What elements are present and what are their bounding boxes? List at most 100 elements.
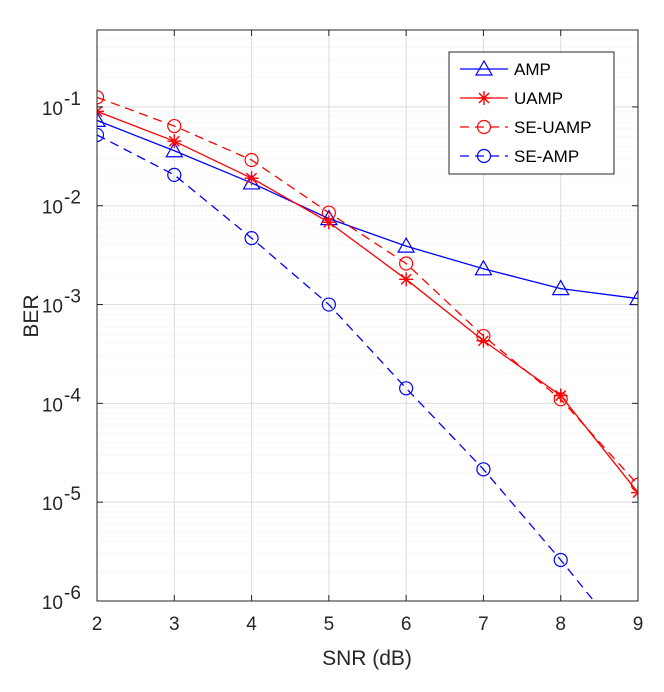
y-tick-exponent: -1: [64, 89, 81, 110]
data-point-amp: [551, 279, 570, 296]
axis-ticks: 2 3 4 5 6 7 8 910-110-210-310-410-510-6: [42, 30, 643, 635]
data-point-uamp: [399, 272, 414, 287]
data-point-se-uamp: [553, 392, 568, 407]
circle-marker-shape: [97, 90, 105, 105]
y-tick-exponent: -6: [64, 583, 81, 604]
data-point-se-amp: [476, 462, 491, 477]
y-tick-label: 10: [42, 198, 63, 219]
x-tick-label: 2: [92, 614, 103, 635]
series-group: [97, 90, 638, 601]
legend-label-se-uamp: SE-UAMP: [514, 118, 591, 137]
y-tick-label: 10: [42, 395, 63, 416]
triangle-marker-shape: [165, 141, 184, 158]
plot-frame: [96, 29, 639, 602]
circle-marker-shape: [476, 148, 492, 164]
circle-marker-shape: [476, 119, 492, 135]
series-line-se-uamp: [97, 96, 638, 486]
series-line-amp: [97, 119, 638, 300]
data-point-se-uamp: [167, 118, 182, 134]
data-point-amp: [165, 141, 184, 158]
legend-marker-amp: [474, 59, 494, 76]
asterisk-stroke: [168, 135, 180, 147]
series-line-se-amp: [97, 134, 595, 601]
asterisk-stroke: [246, 172, 258, 184]
x-axis-label: SNR (dB): [322, 647, 412, 670]
asterisk-stroke: [97, 105, 103, 113]
asterisk-stroke: [632, 491, 638, 499]
legend-label-uamp: UAMP: [514, 89, 563, 108]
legend: AMP UAMP SE-UAMP SE-AMP: [448, 51, 615, 175]
x-tick-label: 4: [246, 614, 257, 635]
data-point-se-amp: [244, 231, 259, 246]
circle-marker-shape: [321, 297, 336, 312]
triangle-marker-shape: [474, 259, 493, 276]
circle-marker-shape: [553, 392, 568, 407]
y-tick-label: 10: [42, 593, 63, 614]
circle-marker-shape: [321, 205, 336, 220]
legend-label-amp: AMP: [514, 60, 551, 79]
data-point-se-amp: [321, 297, 336, 312]
y-tick-label: 10: [42, 297, 63, 318]
data-point-se-amp: [167, 167, 182, 183]
circle-marker-shape: [553, 552, 568, 568]
y-axis-label: BER: [20, 294, 43, 337]
circle-marker-shape: [167, 167, 182, 183]
x-tick-label: 3: [169, 614, 180, 635]
data-point-amp: [628, 289, 638, 306]
x-tick-label: 8: [555, 614, 566, 635]
data-point-se-uamp: [476, 328, 491, 344]
triangle-marker-shape: [397, 236, 416, 253]
data-point-uamp: [244, 171, 259, 186]
asterisk-stroke: [97, 110, 103, 117]
triangle-marker-shape: [97, 111, 107, 128]
x-tick-label: 9: [633, 614, 644, 635]
data-point-uamp: [167, 134, 182, 149]
triangle-marker-shape: [628, 289, 638, 306]
y-tick-label: 10: [42, 494, 63, 515]
asterisk-stroke: [555, 389, 567, 402]
legend-box: [448, 51, 615, 175]
circle-marker-shape: [399, 381, 414, 396]
x-tick-label: 7: [478, 614, 489, 635]
asterisk-stroke: [400, 273, 412, 285]
circle-marker-shape: [167, 118, 182, 134]
y-tick-exponent: -4: [64, 385, 81, 406]
x-tick-label: 5: [324, 614, 335, 635]
y-tick-exponent: -2: [64, 188, 81, 209]
legend-marker-se-uamp: [476, 119, 492, 135]
y-tick-label: 10: [42, 99, 63, 120]
x-tick-label: 6: [401, 614, 412, 635]
data-point-amp: [397, 236, 416, 253]
data-point-se-amp: [553, 552, 568, 568]
circle-marker-shape: [97, 127, 105, 143]
triangle-marker-shape: [474, 59, 494, 76]
data-point-se-amp: [399, 381, 414, 396]
data-point-se-uamp: [97, 90, 105, 105]
legend-marker-se-amp: [476, 148, 492, 164]
circle-marker-shape: [244, 152, 259, 168]
data-point-uamp: [631, 485, 638, 500]
data-point-amp: [97, 111, 107, 128]
series-line-uamp: [97, 110, 638, 494]
triangle-marker-shape: [551, 279, 570, 296]
asterisk-stroke: [632, 487, 638, 494]
y-tick-exponent: -3: [64, 287, 81, 308]
data-point-se-amp: [97, 127, 105, 143]
data-point-se-uamp: [321, 205, 336, 220]
legend-label-se-amp: SE-AMP: [514, 147, 579, 166]
data-point-se-uamp: [244, 152, 259, 168]
y-tick-exponent: -5: [64, 484, 81, 505]
data-point-se-uamp: [399, 256, 414, 271]
asterisk-stroke: [477, 335, 489, 347]
circle-marker-shape: [244, 231, 259, 246]
data-point-uamp: [97, 104, 104, 119]
data-point-se-uamp: [630, 477, 638, 492]
circle-marker-shape: [630, 477, 638, 492]
asterisk-stroke: [478, 92, 490, 104]
circle-marker-shape: [476, 462, 491, 477]
legend-marker-uamp: [477, 91, 491, 105]
data-point-amp: [474, 259, 493, 276]
circle-marker-shape: [476, 328, 491, 344]
circle-marker-shape: [399, 256, 414, 271]
